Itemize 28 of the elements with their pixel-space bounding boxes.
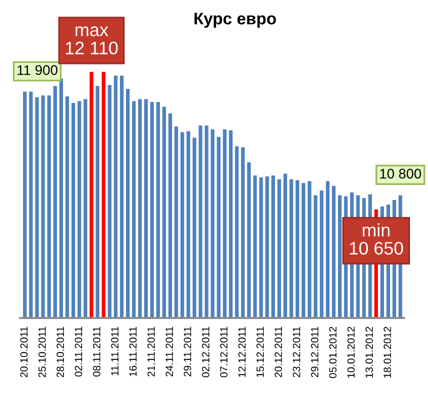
- data-label: 12 110: [66, 42, 118, 54]
- data-label: 10 650: [350, 242, 404, 255]
- x-tick-label: 02.11.2011: [74, 326, 82, 377]
- x-tick-label: 11.11.2011: [111, 326, 118, 376]
- x-tick-label: 02.12.2011: [202, 326, 210, 378]
- annotation: min: [362, 223, 390, 236]
- x-tick-label: 20.10.2011: [20, 326, 28, 378]
- x-tick-label: 29.11.2011: [184, 326, 192, 376]
- x-tick-label: 12.12.2011: [238, 326, 246, 377]
- x-tick-label: 10.01.2012: [347, 326, 355, 378]
- x-tick-label: 18.01.2012: [384, 326, 392, 378]
- x-tick-label: 24.11.2011: [166, 326, 174, 376]
- data-label: 10 800: [380, 168, 422, 179]
- x-tick-label: 15.12.2011: [256, 326, 264, 377]
- text: max: [76, 26, 108, 36]
- x-tick-label: 13.01.2012: [366, 326, 373, 378]
- x-tick-label: 05.01.2012: [329, 326, 337, 378]
- x-tick-label: 28.10.2011: [56, 326, 64, 378]
- chart-title: Курс евро: [194, 12, 276, 28]
- x-tick-label: 07.12.2011: [220, 326, 228, 378]
- x-tick-label: 21.11.2011: [147, 326, 155, 376]
- x-tick-label: 23.12.2011: [292, 326, 300, 378]
- x-tick-label: 29.12.2011: [310, 326, 318, 378]
- data-label: 11 900: [18, 65, 58, 76]
- x-tick-label: 20.12.2011: [274, 326, 282, 378]
- x-tick-label: 25.10.2011: [38, 326, 46, 378]
- x-tick-label: 08.11.2011: [92, 326, 100, 377]
- x-tick-label: 16.11.2011: [129, 326, 137, 376]
